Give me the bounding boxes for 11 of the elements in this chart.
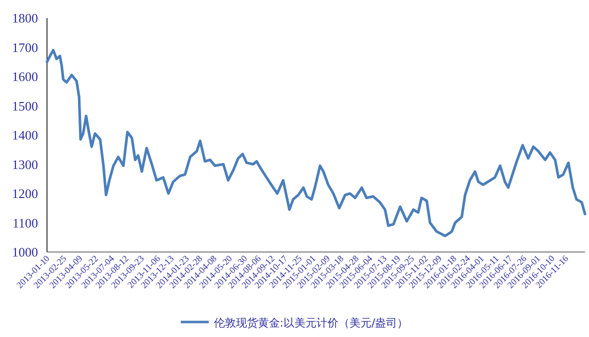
y-tick-label: 1400 (12, 128, 38, 142)
y-tick-label: 1300 (12, 156, 38, 172)
y-tick-label: 1600 (12, 69, 38, 84)
y-tick-label: 1100 (12, 215, 38, 230)
y-tick-label: 1000 (12, 244, 38, 260)
y-tick-label: 1700 (12, 40, 38, 55)
y-tick-label: 1800 (12, 10, 38, 26)
line-series (46, 48, 586, 238)
y-tick-label: 1200 (12, 186, 38, 201)
legend-label: 伦敦现货黄金:以美元计价（美元/盎司） (214, 316, 408, 330)
y-tick-label: 1500 (12, 98, 38, 114)
